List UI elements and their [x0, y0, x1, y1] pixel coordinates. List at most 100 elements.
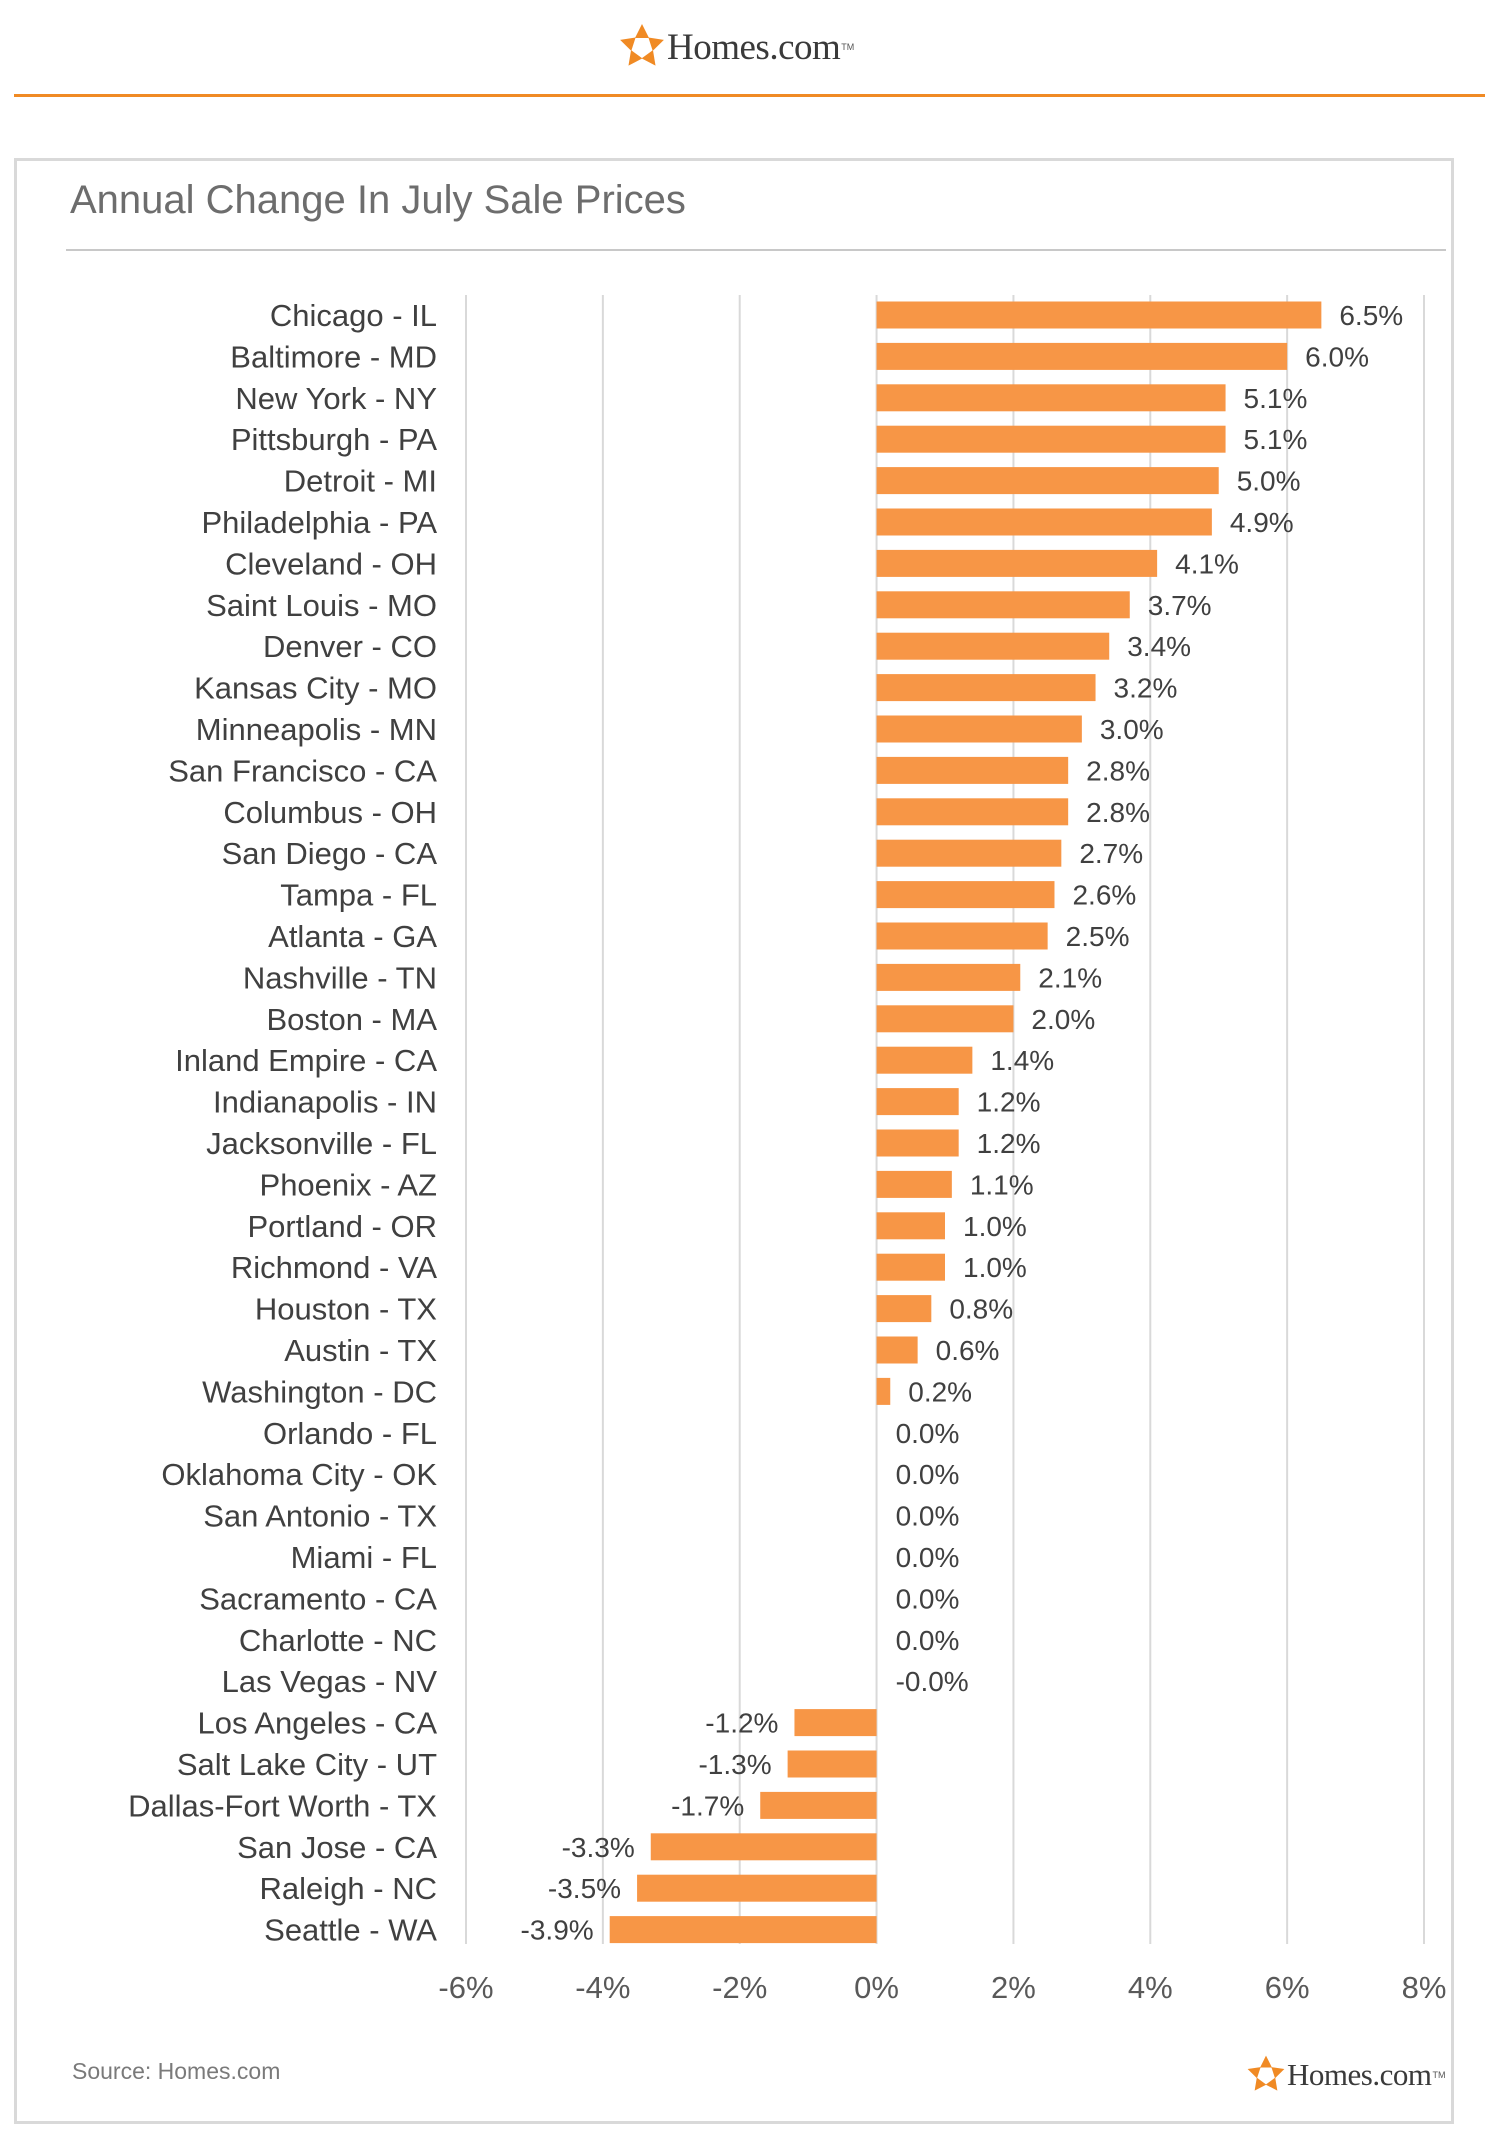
data-label: 2.6% — [1072, 880, 1136, 911]
data-label: -1.7% — [671, 1790, 744, 1821]
category-label: Baltimore - MD — [230, 339, 437, 374]
bar — [876, 881, 1055, 909]
category-label: Miami - FL — [291, 1540, 437, 1575]
category-label: Phoenix - AZ — [260, 1167, 437, 1202]
brand-trademark: TM — [841, 42, 855, 52]
category-label: Salt Lake City - UT — [177, 1747, 437, 1782]
bar — [876, 756, 1069, 784]
x-tick-label: -4% — [575, 1970, 630, 2005]
bar — [876, 1295, 932, 1323]
bar — [787, 1750, 877, 1778]
bar — [876, 674, 1096, 702]
category-label: Dallas-Fort Worth - TX — [128, 1788, 437, 1823]
data-label: -3.5% — [548, 1873, 621, 1904]
data-label: 1.2% — [977, 1128, 1041, 1159]
bar — [876, 508, 1212, 536]
data-label: -1.2% — [705, 1708, 778, 1739]
bar — [876, 1336, 918, 1364]
category-label: Cleveland - OH — [225, 546, 437, 581]
data-label: 0.6% — [936, 1335, 1000, 1366]
bar — [876, 591, 1130, 619]
category-label: Minneapolis - MN — [196, 712, 437, 747]
category-label: Seattle - WA — [264, 1913, 437, 1948]
category-label: Charlotte - NC — [239, 1623, 437, 1658]
bar — [876, 1377, 891, 1405]
header-logo[interactable]: Homes.com TM — [617, 18, 854, 76]
category-label: Chicago - IL — [270, 298, 437, 333]
data-label: -0.0% — [896, 1666, 969, 1697]
data-label: 6.5% — [1339, 300, 1403, 331]
brand-name: Homes.com — [667, 26, 841, 68]
category-label: Las Vegas - NV — [222, 1664, 438, 1699]
category-label: Philadelphia - PA — [201, 505, 437, 540]
category-label: Los Angeles - CA — [197, 1706, 437, 1741]
category-label: San Jose - CA — [237, 1830, 437, 1865]
bar — [876, 549, 1158, 577]
bar — [876, 1005, 1014, 1033]
source-note: Source: Homes.com — [72, 2058, 281, 2084]
x-tick-label: 4% — [1128, 1970, 1173, 2005]
data-label: 1.4% — [990, 1045, 1054, 1076]
data-label: 0.0% — [896, 1501, 960, 1532]
data-label: 2.7% — [1079, 838, 1143, 869]
category-label: Washington - DC — [202, 1374, 437, 1409]
x-tick-label: 0% — [854, 1970, 899, 2005]
data-label: 0.0% — [896, 1583, 960, 1614]
category-label: Columbus - OH — [223, 795, 437, 830]
category-label: Jacksonville - FL — [206, 1126, 437, 1161]
data-label: 0.8% — [949, 1294, 1013, 1325]
bar — [876, 1129, 959, 1157]
header-divider — [14, 94, 1485, 97]
category-label: San Diego - CA — [222, 836, 438, 871]
category-label: Richmond - VA — [231, 1250, 437, 1285]
bar — [876, 425, 1226, 453]
category-label: Sacramento - CA — [199, 1581, 437, 1616]
category-label: Denver - CO — [263, 629, 437, 664]
bar — [609, 1916, 877, 1944]
bar — [876, 467, 1219, 495]
category-label: Oklahoma City - OK — [161, 1457, 437, 1492]
data-label: 1.2% — [977, 1087, 1041, 1118]
data-label: 2.0% — [1031, 1004, 1095, 1035]
bar — [876, 1046, 973, 1074]
chart-title: Annual Change In July Sale Prices — [70, 178, 686, 222]
category-label: Orlando - FL — [263, 1416, 437, 1451]
data-label: -3.3% — [562, 1832, 635, 1863]
data-label: 0.2% — [908, 1376, 972, 1407]
category-label: Saint Louis - MO — [206, 588, 437, 623]
brand-trademark: TM — [1432, 2070, 1446, 2080]
category-label: Pittsburgh - PA — [231, 422, 438, 457]
category-label: San Francisco - CA — [168, 753, 437, 788]
bar — [794, 1709, 877, 1737]
bar — [876, 715, 1082, 743]
bar — [876, 963, 1021, 991]
data-label: 0.0% — [896, 1542, 960, 1573]
data-label: 2.5% — [1066, 921, 1130, 952]
data-label: 3.2% — [1114, 673, 1178, 704]
bar — [650, 1833, 877, 1861]
category-label: Kansas City - MO — [194, 671, 437, 706]
category-label: Boston - MA — [266, 1002, 437, 1037]
x-tick-label: 6% — [1265, 1970, 1310, 2005]
bar — [876, 384, 1226, 412]
category-label: Austin - TX — [284, 1333, 437, 1368]
x-tick-label: -6% — [438, 1970, 493, 2005]
footer-logo[interactable]: Homes.com TM — [1245, 2054, 1445, 2096]
category-label: Nashville - TN — [243, 960, 437, 995]
data-label: 3.4% — [1127, 631, 1191, 662]
category-label: Houston - TX — [255, 1292, 437, 1327]
bar — [760, 1791, 877, 1819]
bar — [876, 1253, 945, 1281]
category-label: Inland Empire - CA — [175, 1043, 437, 1078]
data-label: 6.0% — [1305, 341, 1369, 372]
data-label: 3.0% — [1100, 714, 1164, 745]
bar — [876, 1170, 952, 1198]
bar — [876, 839, 1062, 867]
data-label: 5.1% — [1244, 424, 1308, 455]
data-label: 4.1% — [1175, 548, 1239, 579]
title-divider — [66, 249, 1446, 251]
data-label: -3.9% — [521, 1915, 594, 1946]
bar — [876, 1088, 959, 1116]
category-label: Atlanta - GA — [268, 919, 437, 954]
